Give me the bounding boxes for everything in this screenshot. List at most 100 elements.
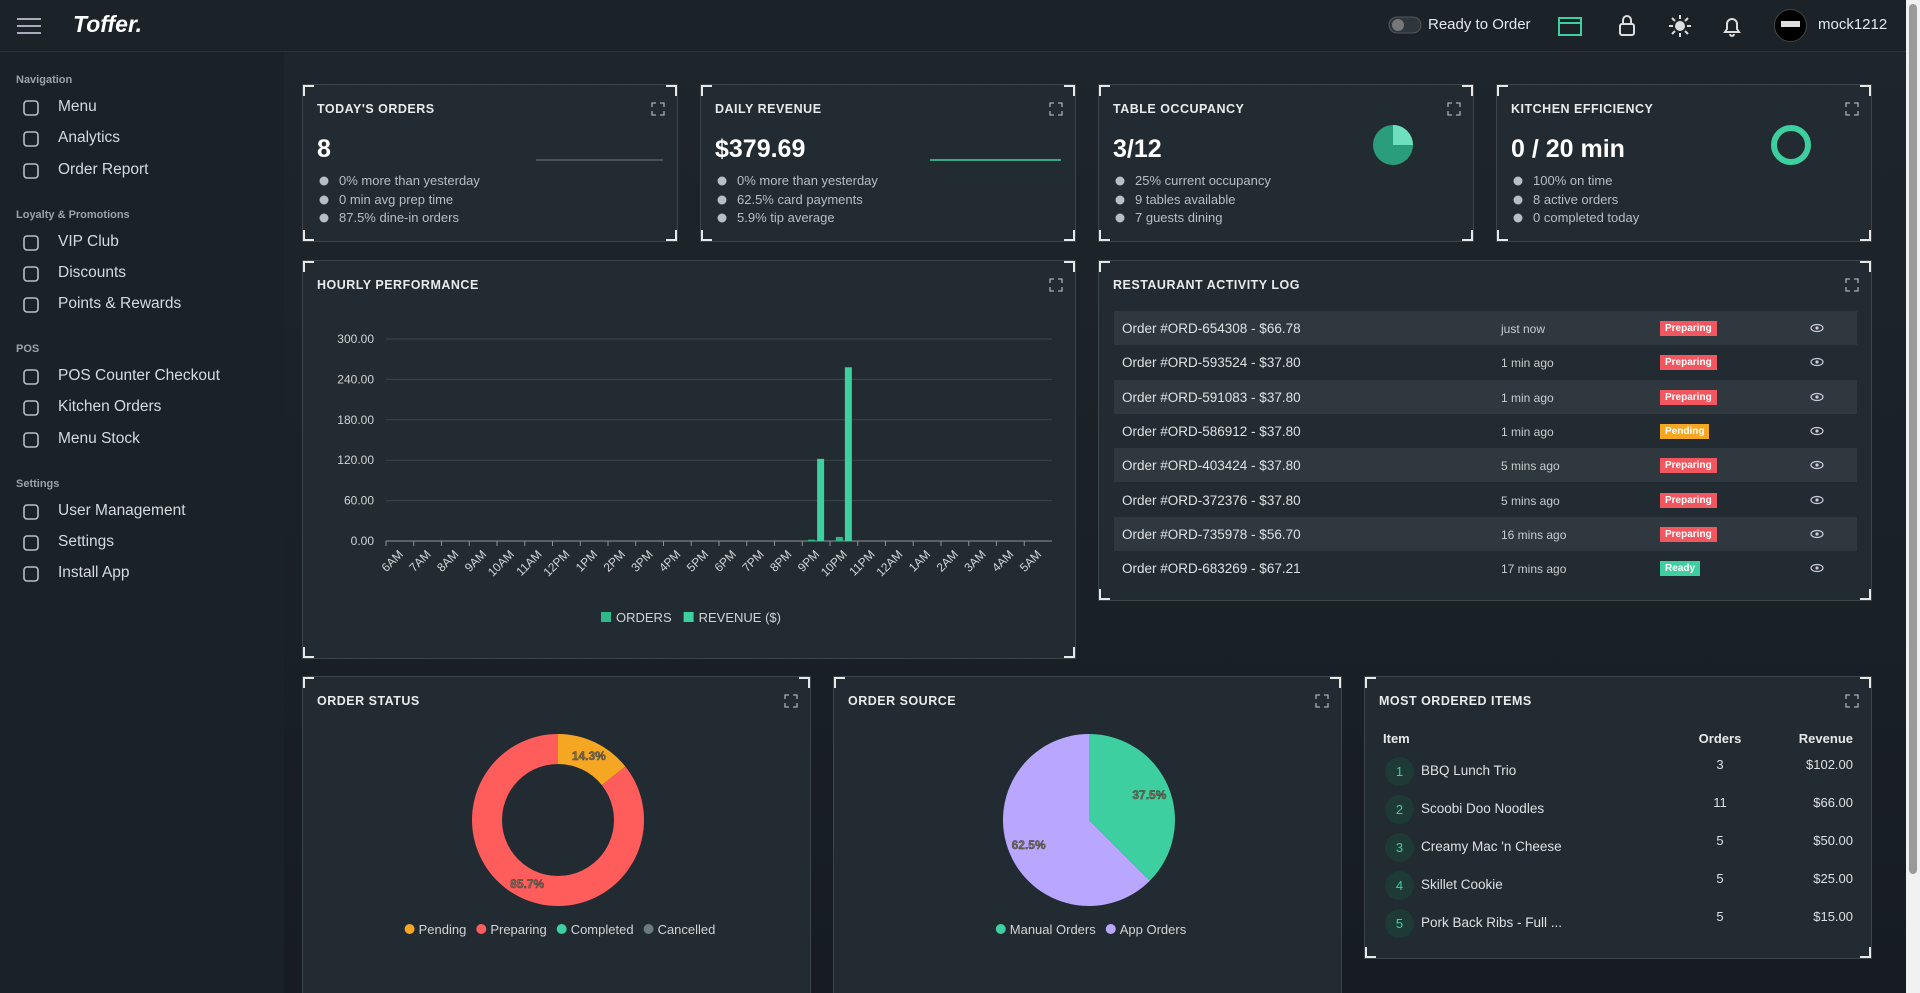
- view-icon[interactable]: [1810, 322, 1824, 334]
- nav-item[interactable]: Menu: [58, 98, 97, 115]
- item-revenue: $15.00: [1813, 909, 1853, 924]
- expand-icon[interactable]: [784, 694, 798, 708]
- eye-pupil: [1815, 360, 1819, 364]
- stat-card: TABLE OCCUPANCY 3/12 25% current occupancy…: [1098, 84, 1474, 242]
- legend-dot: [1105, 924, 1116, 934]
- menu-toggle[interactable]: [16, 16, 42, 36]
- nav-icon-shape: [23, 162, 39, 179]
- nav-item[interactable]: Points & Rewards: [58, 295, 182, 313]
- eye-pupil: [1815, 326, 1819, 330]
- card-title: TODAY'S ORDERS: [317, 102, 435, 116]
- card-title: HOURLY PERFORMANCE: [317, 278, 479, 292]
- expand-icon[interactable]: [1447, 102, 1461, 116]
- view-icon[interactable]: [1810, 425, 1824, 437]
- scroll-thumb[interactable]: [1909, 4, 1917, 874]
- stat-icon: [1115, 176, 1125, 186]
- expand-shape: [784, 694, 798, 708]
- stat-icon: [1513, 213, 1523, 223]
- eye-pupil: [1815, 463, 1819, 467]
- brand[interactable]: Toffer.: [73, 11, 143, 37]
- legend-dot: [556, 924, 567, 934]
- status-badge: Preparing: [1660, 389, 1717, 405]
- nav-item[interactable]: Install App: [58, 564, 130, 582]
- expand-shape: [1845, 278, 1859, 292]
- eye-shape: [1810, 495, 1824, 504]
- nav-item[interactable]: Kitchen Orders: [58, 398, 162, 416]
- view-icon[interactable]: [1810, 528, 1824, 540]
- slice-label: 37.5%: [1132, 788, 1166, 802]
- expand-icon[interactable]: [1049, 102, 1063, 116]
- scrollbar[interactable]: [1906, 0, 1920, 993]
- expand-icon[interactable]: [1845, 102, 1859, 116]
- store-icon[interactable]: [1556, 12, 1584, 40]
- stat-icon-shape: [1115, 213, 1125, 223]
- order-text: Order #ORD-683269 - $67.21: [1122, 561, 1301, 577]
- stat-icon-shape: [1115, 176, 1125, 186]
- order-time: 5 mins ago: [1501, 459, 1560, 474]
- lock-icon[interactable]: [1616, 14, 1638, 38]
- stat-line: 7 guests dining: [1135, 210, 1223, 225]
- order-time: 1 min ago: [1501, 390, 1554, 405]
- eye-shape: [1810, 323, 1824, 333]
- section-title: Settings: [16, 477, 60, 490]
- stat-icon-shape: [717, 213, 727, 223]
- card-title: RESTAURANT ACTIVITY LOG: [1113, 278, 1300, 292]
- section-title: Navigation: [16, 74, 73, 86]
- x-tick-label: 4AM: [989, 547, 1016, 574]
- view-icon[interactable]: [1810, 356, 1824, 368]
- avatar[interactable]: [1774, 9, 1807, 42]
- expand-icon[interactable]: [1049, 278, 1063, 292]
- expand-shape: [1315, 694, 1329, 708]
- stat-icon: [319, 213, 329, 223]
- stat-graphic: [930, 159, 1061, 161]
- theme-icon[interactable]: [1668, 14, 1692, 38]
- x-tick-label: 8PM: [767, 547, 794, 574]
- status-switch[interactable]: [1388, 16, 1422, 34]
- nav-item[interactable]: Settings: [58, 532, 115, 550]
- view-icon[interactable]: [1810, 391, 1824, 403]
- legend-label: Manual Orders: [1010, 922, 1096, 937]
- legend-label: REVENUE ($): [699, 610, 781, 625]
- view-icon[interactable]: [1810, 459, 1824, 471]
- expand-icon[interactable]: [1315, 694, 1329, 708]
- view-icon[interactable]: [1810, 494, 1824, 506]
- nav-item[interactable]: VIP Club: [58, 232, 119, 250]
- column-header: Revenue: [1798, 731, 1853, 746]
- legend-label: Pending: [419, 922, 467, 937]
- y-tick-label: 240.00: [337, 372, 374, 386]
- view-icon[interactable]: [1810, 562, 1824, 574]
- nav-item[interactable]: Menu Stock: [58, 429, 140, 447]
- section-title: Loyalty & Promotions: [16, 208, 130, 221]
- nav-item[interactable]: Analytics: [58, 129, 121, 147]
- nav-item[interactable]: Order Report: [58, 160, 149, 178]
- stat-line: 0 min avg prep time: [339, 191, 454, 207]
- nav-icon-shape: [23, 131, 39, 148]
- nav-icon-shape: [23, 400, 39, 417]
- legend-label: Completed: [571, 922, 634, 937]
- nav-item[interactable]: POS Counter Checkout: [58, 367, 220, 384]
- user-name[interactable]: mock1212: [1818, 16, 1888, 33]
- card-title: ORDER STATUS: [317, 694, 420, 708]
- nav-icon-shape: [23, 265, 39, 282]
- card-title: MOST ORDERED ITEMS: [1379, 694, 1532, 708]
- status-badge: Preparing: [1660, 526, 1717, 542]
- stat-icon-shape: [717, 195, 727, 204]
- nav-icon-shape: [23, 369, 39, 385]
- expand-shape: [1447, 102, 1461, 116]
- slice-label: 14.3%: [572, 749, 606, 763]
- order-time: 16 mins ago: [1501, 527, 1567, 542]
- pie-slice: [558, 734, 626, 786]
- x-tick-label: 2PM: [601, 547, 628, 574]
- expand-icon[interactable]: [651, 102, 665, 116]
- nav-item[interactable]: User Management: [58, 501, 186, 519]
- notification-icon[interactable]: [1721, 14, 1743, 38]
- expand-icon[interactable]: [1845, 278, 1859, 292]
- x-tick-label: 3PM: [628, 547, 655, 574]
- item-revenue: $66.00: [1813, 795, 1853, 810]
- y-tick-label: 60.00: [344, 494, 374, 508]
- nav-item[interactable]: Discounts: [58, 263, 127, 281]
- item-revenue: $25.00: [1813, 871, 1853, 886]
- expand-icon[interactable]: [1845, 694, 1859, 708]
